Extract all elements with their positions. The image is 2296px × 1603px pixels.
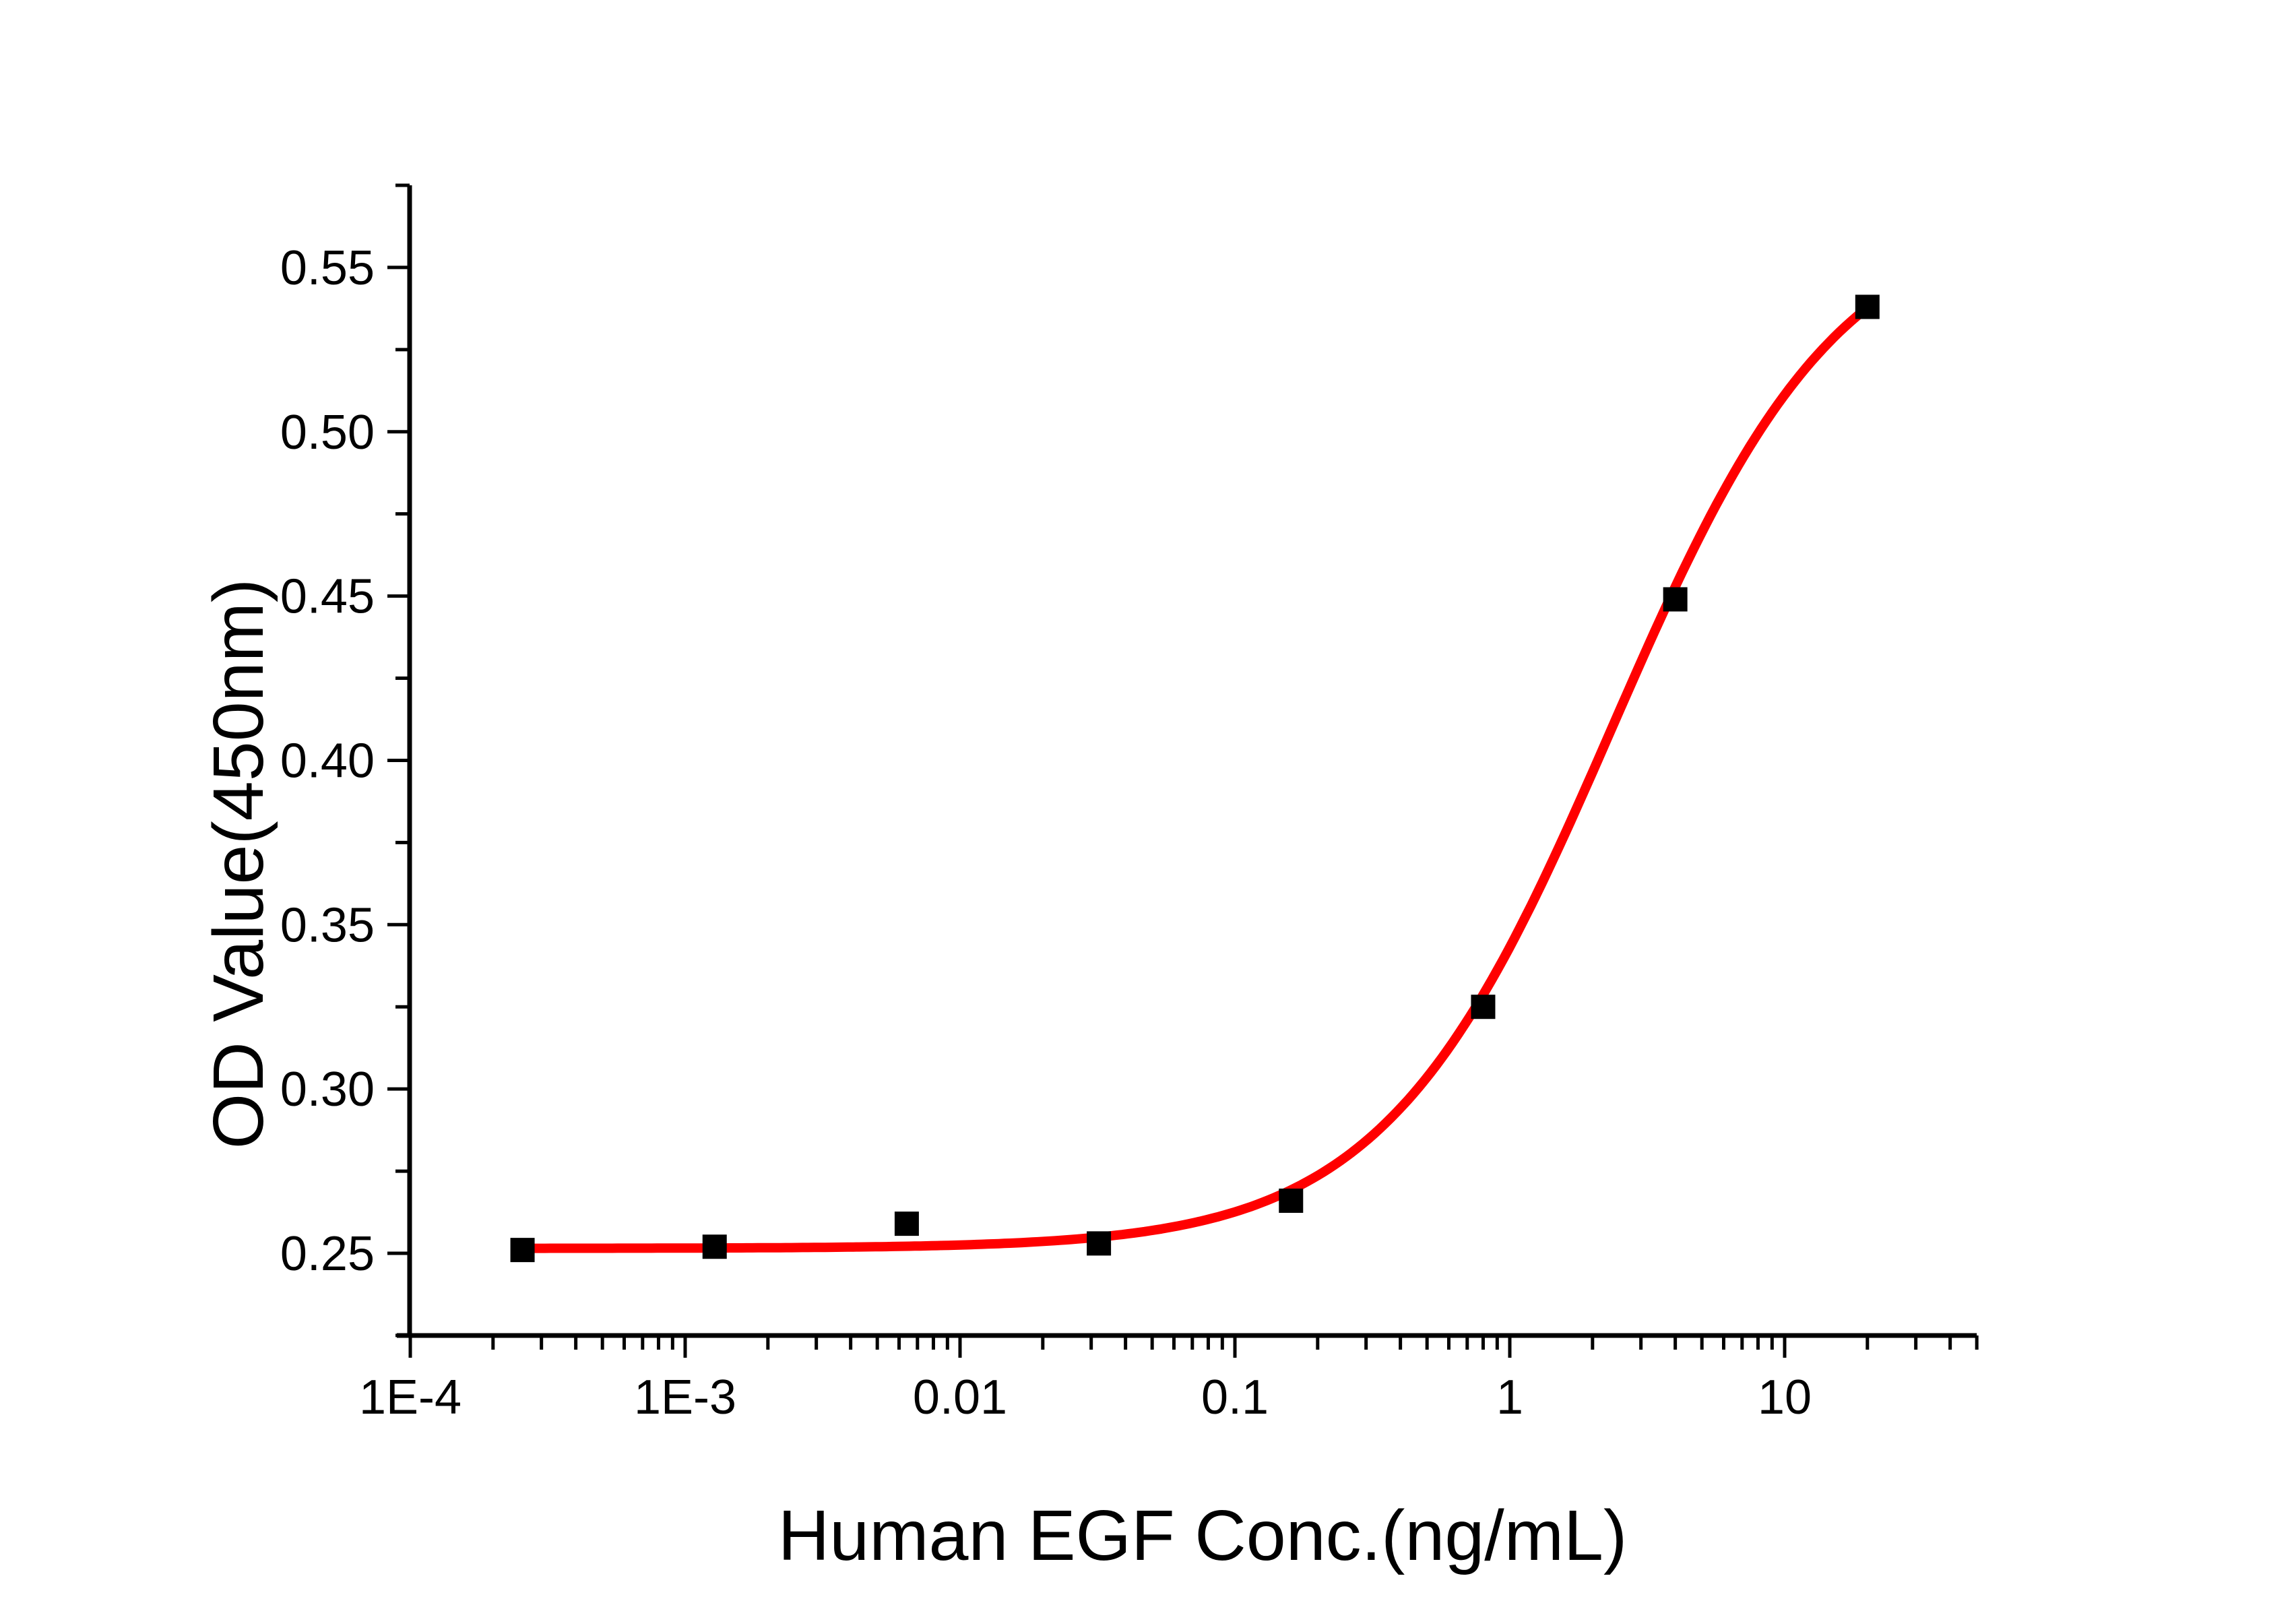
y-tick-label: 0.50: [280, 406, 375, 460]
data-point-marker: [1855, 294, 1880, 319]
y-axis-title: OD Value(450nm): [199, 579, 278, 1149]
axes: [397, 185, 1977, 1338]
data-point-marker: [1663, 587, 1688, 612]
x-tick-label: 1E-4: [359, 1371, 461, 1424]
x-tick-label: 0.01: [913, 1371, 1007, 1424]
data-point-marker: [1279, 1188, 1304, 1213]
data-point-marker: [894, 1212, 919, 1236]
y-tick-label: 0.30: [280, 1063, 375, 1117]
data-point-marker: [702, 1234, 727, 1259]
x-axis-tick-labels: 1E-4 1E-3 0.01 0.1 1 10: [359, 1371, 1812, 1424]
y-axis-tick-labels: 0.25 0.30 0.35 0.40 0.45 0.50 0.55: [280, 241, 375, 1281]
y-axis-ticks: [387, 183, 410, 1338]
x-axis-title: Human EGF Conc.(ng/mL): [778, 1496, 1628, 1575]
x-axis-ticks: [408, 1335, 1979, 1358]
y-tick-label: 0.25: [280, 1227, 375, 1281]
x-tick-label: 1E-3: [634, 1371, 736, 1424]
x-tick-label: 0.1: [1201, 1371, 1269, 1424]
data-point-marker: [1471, 995, 1496, 1019]
y-tick-label: 0.55: [280, 241, 375, 295]
x-tick-label: 10: [1758, 1371, 1812, 1424]
y-tick-label: 0.40: [280, 734, 375, 788]
y-tick-label: 0.45: [280, 570, 375, 624]
data-point-marker: [510, 1238, 535, 1263]
x-tick-label: 1: [1496, 1371, 1523, 1424]
fit-curve-line: [517, 303, 1872, 1253]
data-point-marker: [1087, 1231, 1112, 1256]
y-tick-label: 0.35: [280, 898, 375, 952]
data-point-layer: [510, 294, 1880, 1263]
fit-curve-layer: [517, 303, 1872, 1253]
